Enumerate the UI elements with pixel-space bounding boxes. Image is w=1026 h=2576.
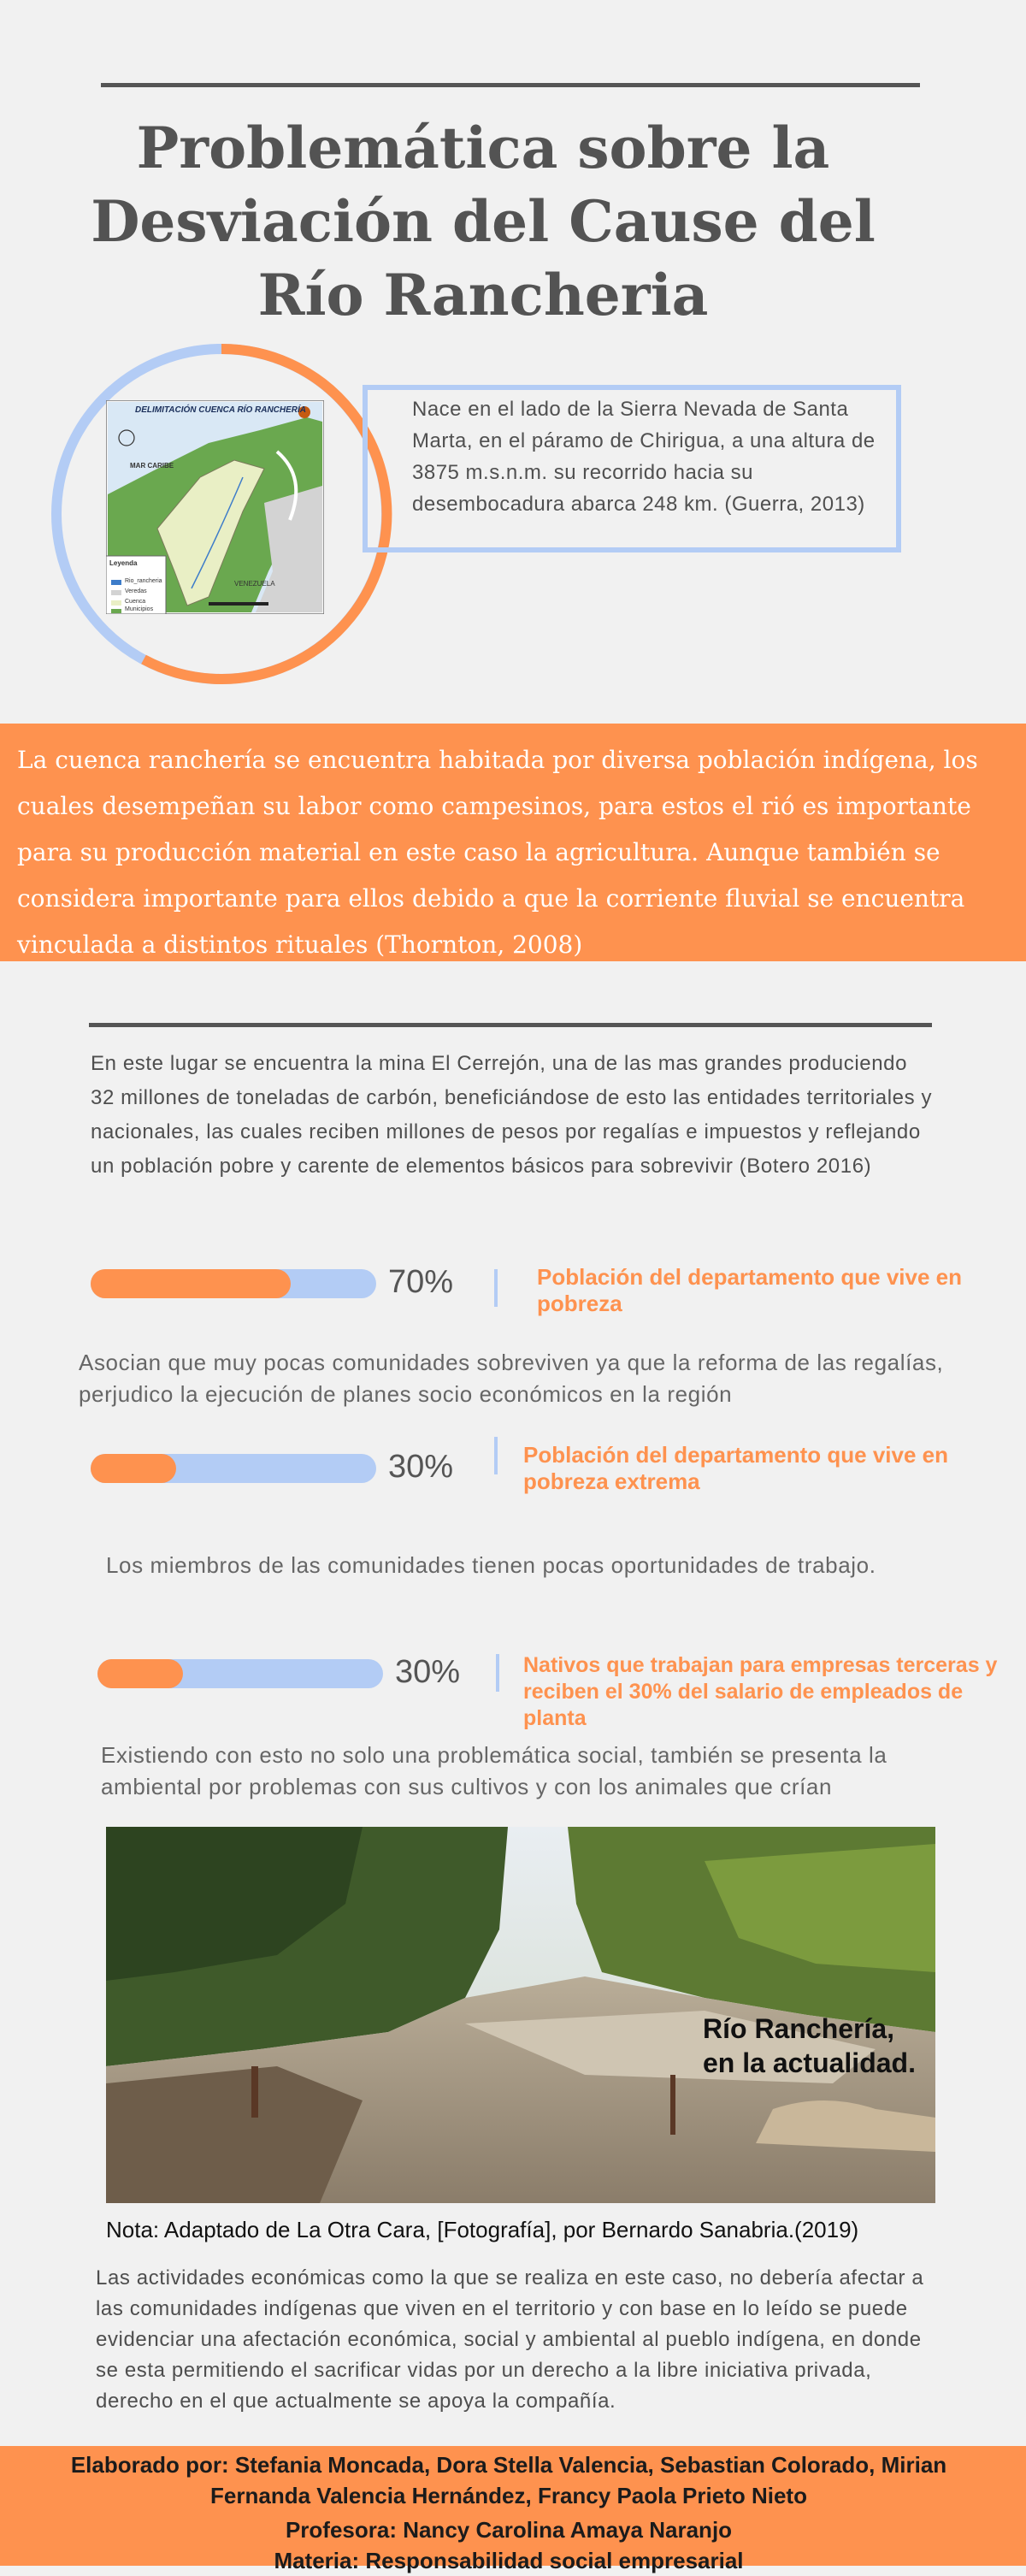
intro-frame [363,385,901,552]
photo-note: Nota: Adaptado de La Otra Cara, [Fotogra… [106,2217,859,2242]
highlight-band [0,724,1026,961]
top-divider [101,83,920,87]
environment-note: Existiendo con esto no solo una problemá… [101,1742,887,1799]
stat-bar-2 [91,1454,376,1483]
map-legend-item: Cuenca [125,599,146,605]
map-country-label: VENEZUELA [234,580,275,588]
stat-bar-1 [91,1269,376,1298]
footer-teacher: Profesora: Nancy Carolina Amaya Naranjo [285,2517,733,2543]
map-sea-label: MAR CARIBE [130,462,174,470]
basin-map: DELIMITACIÓN CUENCA RÍO RANCHERÍA MAR CA… [105,399,325,615]
title-line-1: Problemática sobre la [136,115,830,181]
title-line-2: Desviación del Cause del [91,188,876,255]
map-legend-item: Rio_rancheria [125,578,162,584]
map-legend-title: Leyenda [109,559,138,567]
river-photo [106,1827,935,2203]
stat-separator [494,1269,498,1307]
footer-subject: Materia: Responsabilidad social empresar… [274,2548,744,2573]
stat-bar-fill [91,1269,291,1298]
photo-caption-line-1: Río Ranchería, [703,2013,895,2044]
map-legend-item: Municipios [125,606,154,612]
stat-separator [494,1437,498,1474]
photo-caption-line-2: en la actualidad. [703,2047,916,2078]
stat-separator [496,1654,499,1692]
stat-label: Nativos que trabajan para empresas terce… [523,1653,998,1730]
section-divider [89,1023,932,1027]
stat-label: Población del departamento que vive en p… [537,1264,963,1316]
stat-percent: 30% [388,1449,454,1485]
band-text: La cuenca ranchería se encuentra habitad… [17,746,978,959]
mine-paragraph: En este lugar se encuentra la mina El Ce… [91,1052,933,1178]
stat-bar-fill [97,1659,184,1688]
map-legend-item: Veredas [125,588,147,594]
intro-text: Nace en el lado de la Sierra Nevada de S… [412,398,876,516]
opportunities-note: Los miembros de las comunidades tienen p… [106,1552,876,1578]
stat-percent: 70% [388,1264,454,1300]
stat-bar-fill [91,1454,177,1483]
map-circle-frame [50,342,393,686]
footer-band [0,2446,1026,2566]
footer-credits: Elaborado por: Stefania Moncada, Dora St… [26,2446,992,2576]
stat-label: Población del departamento que vive en p… [523,1442,949,1494]
footer-authors-line-2: Fernanda Valencia Hernández, Francy Paol… [210,2483,807,2508]
page-title: Problemática sobre la Desviación del Cau… [86,111,881,332]
stat-bar-3 [97,1659,383,1688]
photo-caption: Río Ranchería, en la actualidad. [703,2012,942,2080]
stat-percent: 30% [395,1654,461,1690]
royalties-note: Asocian que muy pocas comunidades sobrev… [79,1350,944,1407]
map-title: DELIMITACIÓN CUENCA RÍO RANCHERÍA [135,405,306,415]
closing-paragraph: Las actividades económicas como la que s… [96,2266,924,2413]
title-line-3: Río Rancheria [257,262,709,328]
footer-authors-line-1: Elaborado por: Stefania Moncada, Dora St… [70,2452,947,2478]
